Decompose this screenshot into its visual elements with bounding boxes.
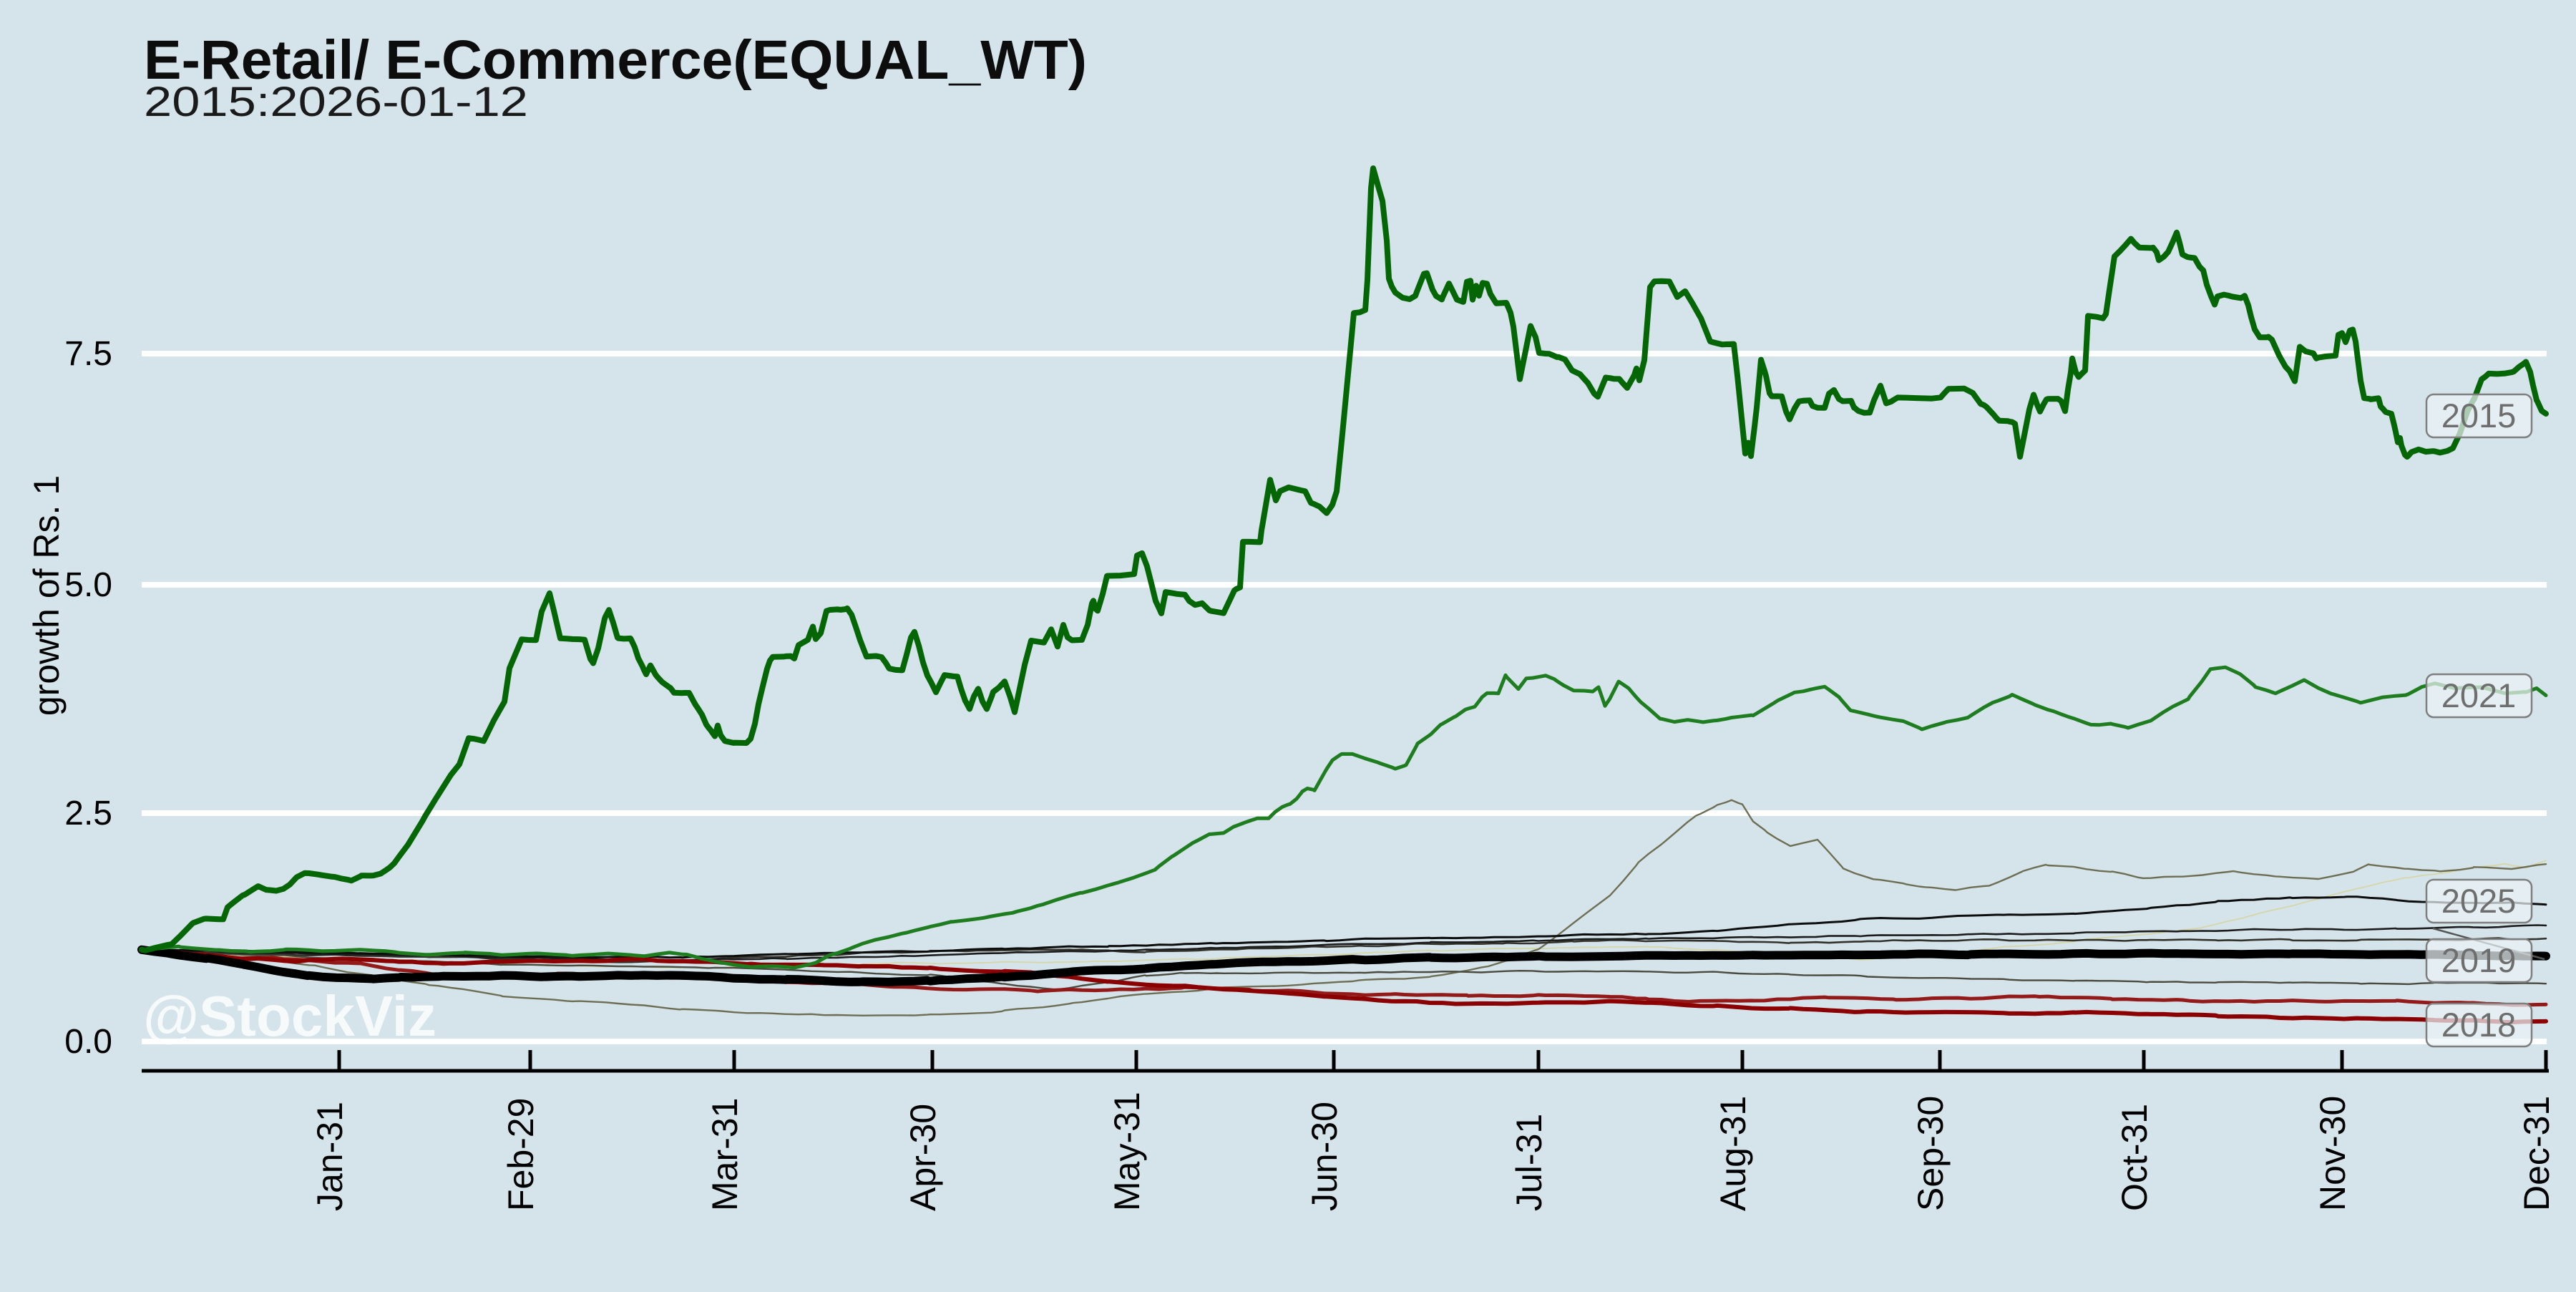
svg-text:Jun-30: Jun-30: [1304, 1102, 1345, 1211]
svg-text:growth of Rs. 1: growth of Rs. 1: [26, 475, 67, 716]
svg-text:Nov-30: Nov-30: [2313, 1096, 2353, 1211]
svg-text:May-31: May-31: [1107, 1092, 1147, 1211]
svg-text:Jan-31: Jan-31: [310, 1102, 350, 1211]
svg-text:Sep-30: Sep-30: [1911, 1096, 1951, 1211]
svg-text:2015:2026-01-12: 2015:2026-01-12: [144, 79, 528, 125]
svg-text:2018: 2018: [2441, 1006, 2517, 1044]
svg-text:2.5: 2.5: [64, 795, 112, 832]
svg-text:Aug-31: Aug-31: [1713, 1096, 1753, 1211]
svg-text:0.0: 0.0: [64, 1023, 112, 1061]
svg-text:Oct-31: Oct-31: [2114, 1104, 2155, 1211]
svg-text:5.0: 5.0: [64, 566, 112, 604]
svg-text:2019: 2019: [2441, 941, 2517, 979]
svg-text:Apr-30: Apr-30: [903, 1104, 943, 1211]
svg-text:2021: 2021: [2441, 676, 2517, 714]
svg-text:2025: 2025: [2441, 882, 2517, 920]
svg-text:2015: 2015: [2441, 397, 2517, 434]
svg-text:Feb-29: Feb-29: [501, 1098, 541, 1211]
svg-text:@StockViz: @StockViz: [143, 984, 436, 1048]
svg-text:7.5: 7.5: [64, 335, 112, 373]
svg-text:Mar-31: Mar-31: [705, 1098, 745, 1211]
svg-text:Jul-31: Jul-31: [1509, 1114, 1549, 1211]
svg-text:Dec-31: Dec-31: [2517, 1096, 2557, 1211]
svg-text:E-Retail/ E-Commerce(EQUAL_WT): E-Retail/ E-Commerce(EQUAL_WT): [144, 29, 1087, 91]
